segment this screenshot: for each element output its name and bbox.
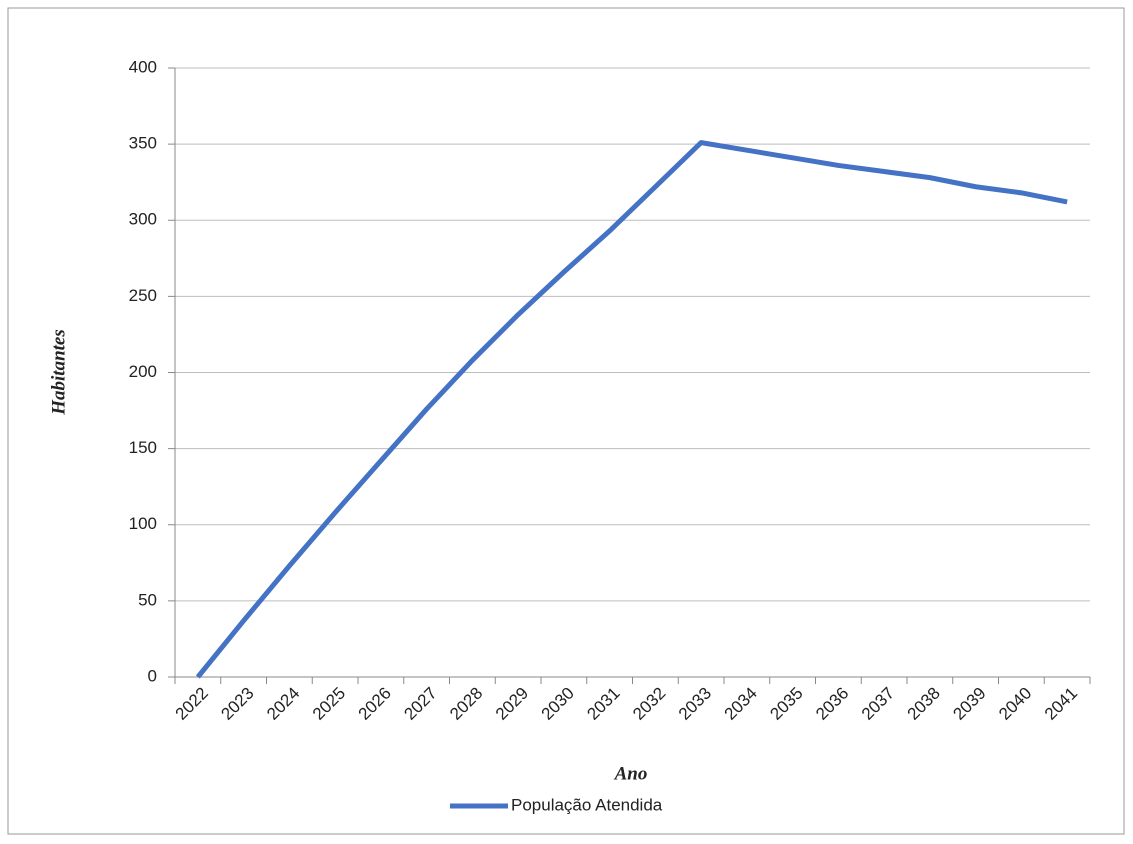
data-line bbox=[195, 140, 1068, 679]
y-tick-label: 350 bbox=[129, 134, 157, 153]
y-tick-label: 300 bbox=[129, 210, 157, 229]
y-tick-label: 200 bbox=[129, 362, 157, 381]
y-tick-label: 400 bbox=[129, 57, 157, 76]
legend-label: População Atendida bbox=[511, 795, 663, 814]
y-tick-label: 150 bbox=[129, 438, 157, 457]
y-tick-label: 50 bbox=[138, 590, 157, 609]
x-axis-title: Ano bbox=[614, 763, 648, 784]
y-axis-title: Habitantes bbox=[48, 329, 69, 416]
chart-frame bbox=[7, 7, 1125, 835]
y-tick-label: 0 bbox=[148, 666, 157, 685]
y-tick-label: 250 bbox=[129, 286, 157, 305]
y-tick-label: 100 bbox=[129, 514, 157, 533]
